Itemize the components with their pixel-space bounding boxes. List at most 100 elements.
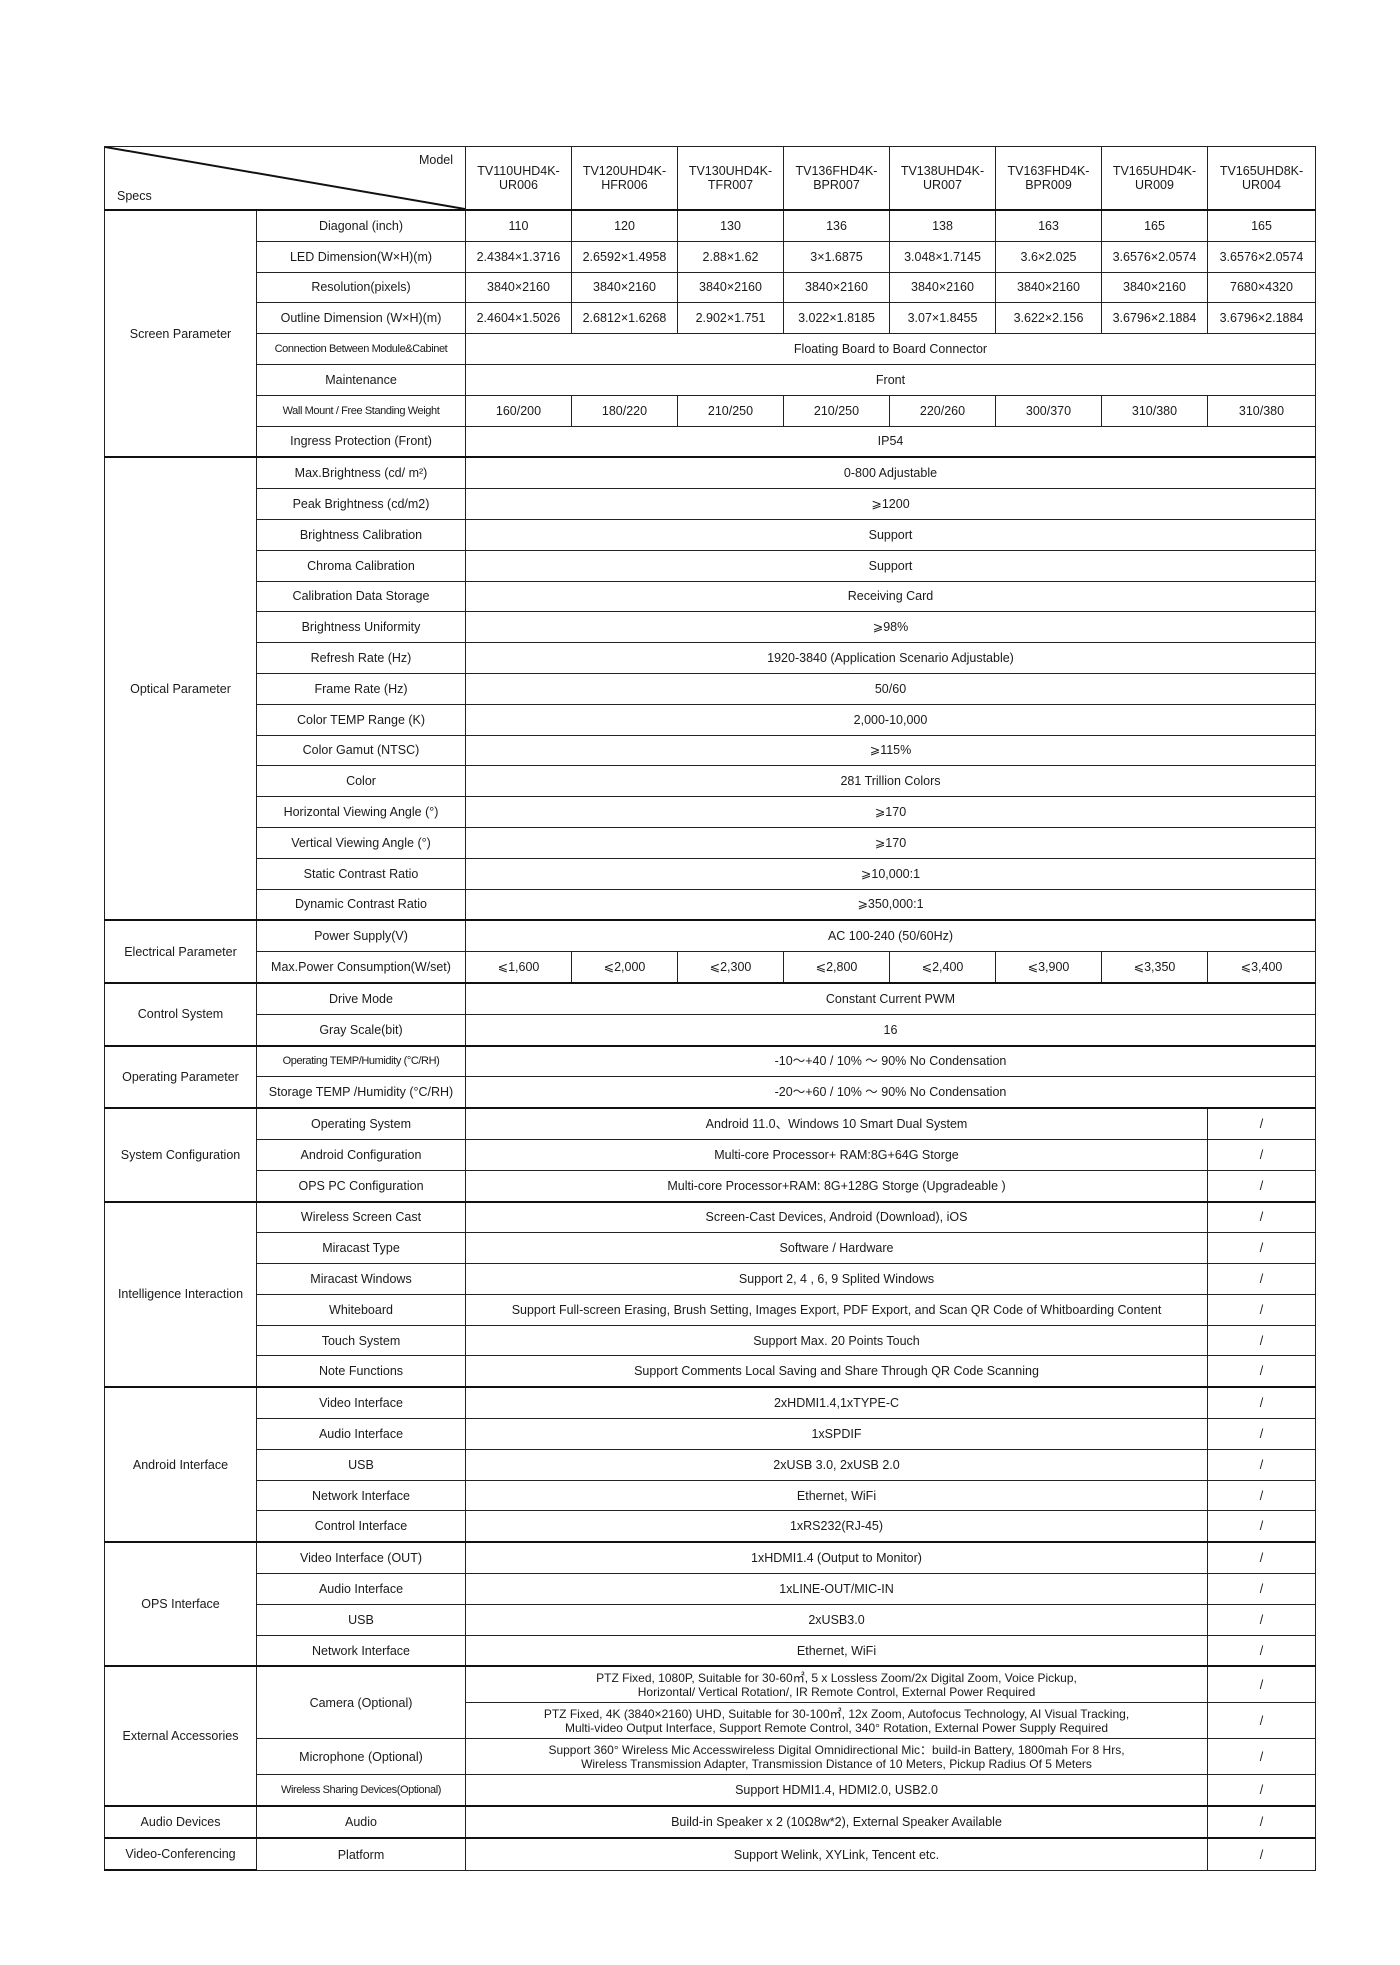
spec-label-text: Frame Rate (Hz)	[314, 681, 408, 696]
model-value: 3×1.6875	[810, 249, 863, 264]
spec-label: Chroma Calibration	[256, 549, 466, 582]
model-value-cell: 3840×2160	[889, 271, 996, 304]
shared-value-cell: AC 100-240 (50/60Hz)	[465, 919, 1316, 953]
shared-value-cell: Support	[465, 549, 1316, 582]
model-value: 2.6812×1.6268	[582, 311, 667, 326]
shared-value: Build-in Speaker x 2 (10Ω8w*2), External…	[671, 1815, 1002, 1830]
not-applicable-cell: /	[1207, 1232, 1316, 1265]
spec-label-text: Dynamic Contrast Ratio	[295, 897, 427, 912]
model-value-cell: 165	[1101, 208, 1208, 242]
not-applicable-mark: /	[1259, 1241, 1264, 1256]
model-value-cell: 160/200	[465, 394, 572, 427]
section-name: OPS Interface	[141, 1597, 220, 1612]
spec-label: USB	[256, 1448, 466, 1481]
spec-label: Miracast Windows	[256, 1263, 466, 1295]
spec-label: Audio Interface	[256, 1418, 466, 1450]
section-name: Electrical Parameter	[124, 944, 237, 959]
model-name: TV165UHD4K-UR009	[1112, 164, 1197, 192]
model-value: 210/250	[813, 403, 860, 418]
model-value: 110	[508, 218, 529, 233]
model-value: 3840×2160	[1017, 280, 1080, 295]
table-row: Brightness Uniformity ⩾98%	[105, 611, 1316, 644]
table-row: Calibration Data Storage Receiving Card	[105, 580, 1316, 613]
spec-label-text: Refresh Rate (Hz)	[310, 651, 412, 666]
spec-label-text: Brightness Uniformity	[301, 620, 421, 635]
model-value: 120	[614, 218, 635, 233]
spec-label-text: Vertical Viewing Angle (°)	[291, 835, 431, 850]
table-row: Resolution(pixels) 3840×2160 3840×2160 3840…	[105, 271, 1316, 304]
spec-label: Static Contrast Ratio	[256, 857, 466, 890]
shared-value: ⩾170	[874, 805, 907, 820]
shared-value-cell: IP54	[465, 425, 1316, 458]
spec-label-text: Horizontal Viewing Angle (°)	[283, 805, 439, 820]
table-row: Outline Dimension (W×H)(m) 2.4604×1.5026 2…	[105, 302, 1316, 335]
not-applicable-cell: /	[1207, 1805, 1316, 1839]
not-applicable-mark: /	[1259, 1643, 1264, 1658]
shared-value-cell: -10～+40 / 10% ～ 90% No Condensation	[465, 1044, 1316, 1078]
not-applicable-mark: /	[1259, 1551, 1264, 1566]
shared-value-cell: Support Max. 20 Points Touch	[465, 1324, 1208, 1357]
value-line: Support 360° Wireless Mic Accesswireless…	[548, 1742, 1125, 1757]
not-applicable-mark: /	[1259, 1677, 1264, 1692]
model-value: 3840×2160	[593, 280, 656, 295]
not-applicable-cell: /	[1207, 1355, 1316, 1388]
not-applicable-cell: /	[1207, 1293, 1316, 1326]
spec-label: Whiteboard	[256, 1293, 466, 1326]
not-applicable-mark: /	[1259, 1426, 1264, 1441]
section-name: Optical Parameter	[130, 681, 231, 696]
shared-value-cell: 1920-3840 (Application Scenario Adjustab…	[465, 642, 1316, 674]
shared-value-cell: Front	[465, 363, 1316, 396]
spec-label: Vertical Viewing Angle (°)	[256, 826, 466, 859]
not-applicable-mark: /	[1259, 1847, 1264, 1862]
table-row: Intelligence Interaction Wireless Screen …	[104, 1200, 1316, 1389]
not-applicable-cell: /	[1207, 1107, 1316, 1140]
model-value: 3.022×1.8185	[798, 311, 875, 326]
model-value-cell: 2.6592×1.4958	[571, 240, 678, 273]
shared-value-cell: Support 360° Wireless Mic Accesswireless…	[465, 1738, 1208, 1776]
spec-label-text: Operating TEMP/Humidity (°C/RH)	[282, 1055, 440, 1068]
specs-label: Specs	[117, 189, 152, 203]
model-value-cell: 130	[677, 208, 784, 242]
model-label: Model	[418, 153, 453, 167]
model-value-cell: ⩽3,900	[995, 951, 1102, 984]
spec-label-text: Peak Brightness (cd/m2)	[292, 497, 430, 512]
model-value-cell: 3.6576×2.0574	[1207, 240, 1316, 273]
model-value-cell: 3840×2160	[783, 271, 890, 304]
model-value-cell: 7680×4320	[1207, 271, 1316, 304]
spec-label: Color TEMP Range (K)	[256, 703, 466, 736]
spec-label: Wireless Sharing Devices(Optional)	[256, 1774, 466, 1807]
model-value: 3840×2160	[911, 280, 974, 295]
value-line: Wireless Transmission Adapter, Transmiss…	[581, 1756, 1092, 1771]
spec-label-text: Color	[346, 774, 376, 789]
spec-label: Frame Rate (Hz)	[256, 672, 466, 705]
spec-label: Control Interface	[256, 1510, 466, 1543]
not-applicable-cell: /	[1207, 1541, 1316, 1575]
spec-label: Operating TEMP/Humidity (°C/RH)	[256, 1044, 466, 1078]
not-applicable-cell: /	[1207, 1510, 1316, 1543]
not-applicable-cell: /	[1207, 1702, 1316, 1740]
model-value: ⩽2,800	[815, 960, 858, 975]
table-row: Screen Parameter Diagonal (inch) 110 120 130…	[104, 208, 1316, 459]
model-value: 163	[1038, 218, 1059, 233]
section-label: Screen Parameter	[104, 208, 257, 459]
shared-value-cell: Constant Current PWM	[465, 981, 1316, 1015]
spec-label-text: Network Interface	[312, 1643, 410, 1658]
spec-label-text: Miracast Type	[322, 1241, 400, 1256]
value-line: Multi-video Output Interface, Support Re…	[564, 1720, 1109, 1735]
diagonal-divider	[105, 147, 465, 209]
model-header-cell: TV110UHD4K-UR006	[465, 146, 572, 211]
value-line: Horizontal/ Vertical Rotation/, IR Remot…	[637, 1684, 1036, 1699]
shared-value: 2xUSB3.0	[808, 1612, 865, 1627]
shared-value-cell: Screen-Cast Devices, Android (Download),…	[465, 1200, 1208, 1234]
not-applicable-mark: /	[1259, 1457, 1264, 1472]
model-value: 2.902×1.751	[695, 311, 766, 326]
table-row: Electrical Parameter Power Supply(V) AC 10…	[104, 919, 1316, 984]
shared-value: 1xLINE-OUT/MIC-IN	[779, 1581, 894, 1596]
shared-value-cell: 281 Trillion Colors	[465, 765, 1316, 798]
model-value-cell: 2.88×1.62	[677, 240, 784, 273]
spec-label: Maintenance	[256, 363, 466, 396]
table-row: External Accessories Camera (Optional) PTZ…	[104, 1665, 1316, 1808]
model-value-cell: ⩽3,350	[1101, 951, 1208, 984]
model-value-cell: 3.022×1.8185	[783, 302, 890, 335]
model-value-cell: 300/370	[995, 394, 1102, 427]
